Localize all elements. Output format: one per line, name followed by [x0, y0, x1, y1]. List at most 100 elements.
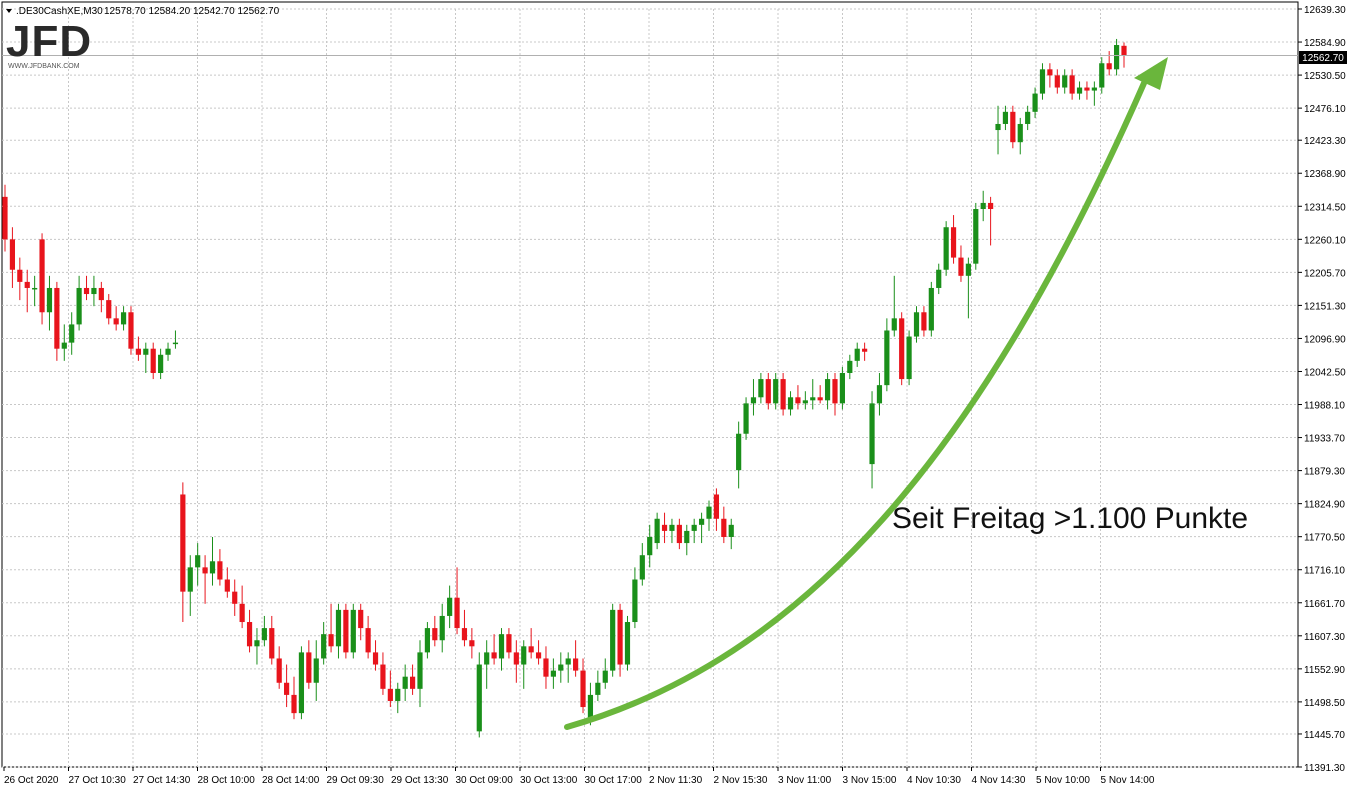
- y-tick-label: 11391.30: [1304, 763, 1345, 774]
- y-tick-label: 11607.30: [1304, 632, 1345, 643]
- candle: [810, 379, 816, 410]
- candle: [936, 263, 942, 295]
- y-tick-label: 12151.30: [1304, 301, 1346, 312]
- candle-body: [1039, 69, 1046, 94]
- candle: [535, 640, 542, 665]
- x-tick-label: 4 Nov 14:30: [972, 775, 1026, 786]
- candle-body: [469, 640, 475, 647]
- candle: [854, 342, 860, 367]
- candle: [602, 658, 608, 689]
- y-tick-label: 11661.70: [1304, 599, 1345, 610]
- candle: [135, 336, 141, 361]
- candle-body: [1084, 87, 1090, 91]
- y-tick-label: 11498.50: [1304, 698, 1345, 709]
- candle: [647, 524, 653, 568]
- ohlc-values: 12578.70 12584.20 12542.70 12562.70: [104, 6, 280, 17]
- x-tick-label: 29 Oct 13:30: [391, 775, 449, 786]
- candle: [1002, 105, 1009, 131]
- candle-body: [269, 628, 275, 659]
- candle: [995, 105, 1001, 155]
- dropdown-triangle-icon[interactable]: [6, 9, 12, 13]
- candle: [1047, 63, 1053, 88]
- candle-body: [1099, 63, 1105, 88]
- candle: [1032, 87, 1038, 118]
- candle-body: [1069, 75, 1075, 94]
- candle-body: [773, 379, 779, 404]
- candle-body: [254, 640, 260, 647]
- candle-body: [1054, 75, 1060, 88]
- y-tick-label: 11988.10: [1304, 401, 1345, 412]
- current-price-badge: [1299, 51, 1347, 64]
- candle: [543, 646, 549, 689]
- candle: [1106, 51, 1112, 76]
- candle-body: [261, 628, 267, 641]
- candle: [765, 372, 771, 410]
- candle: [61, 324, 67, 361]
- candle-body: [743, 403, 749, 434]
- candle-body: [150, 348, 156, 373]
- candle: [432, 615, 438, 647]
- candle-body: [587, 694, 594, 720]
- candle: [202, 555, 208, 604]
- candle-body: [780, 379, 786, 410]
- x-tick-label: 27 Oct 10:30: [69, 775, 127, 786]
- candle-body: [965, 263, 971, 276]
- trend-arrow-shaft: [564, 71, 1151, 730]
- candle-series: [2, 38, 1127, 738]
- candle-body: [876, 385, 883, 404]
- candle-body: [973, 209, 979, 264]
- candle-body: [765, 379, 771, 404]
- candle-body: [91, 287, 97, 295]
- candle-body: [476, 664, 482, 732]
- y-tick-label: 12476.10: [1304, 104, 1346, 115]
- y-tick-label: 12423.30: [1304, 136, 1346, 147]
- candle-body: [565, 658, 571, 665]
- candle: [106, 294, 112, 325]
- candle: [276, 646, 282, 689]
- candle: [958, 245, 964, 282]
- x-tick-label: 2 Nov 11:30: [649, 775, 703, 786]
- candle-body: [610, 609, 616, 671]
- candle-body: [817, 397, 823, 401]
- candle-body: [1010, 111, 1016, 143]
- candle: [17, 257, 23, 301]
- candle-body: [699, 518, 705, 525]
- candle-body: [824, 379, 831, 401]
- y-tick-label: 12584.90: [1304, 38, 1346, 49]
- candle: [343, 603, 349, 659]
- candle-body: [1032, 93, 1038, 112]
- logo-url: WWW.JFDBANK.COM: [8, 63, 80, 70]
- candle: [610, 603, 616, 677]
- candle: [943, 221, 949, 276]
- trend-arrow: [564, 57, 1168, 730]
- candle-body: [209, 561, 216, 574]
- candle-body: [928, 287, 934, 331]
- candle-body: [1113, 45, 1120, 70]
- candle-body: [135, 348, 141, 355]
- candle: [817, 385, 823, 404]
- candle-body: [298, 652, 305, 714]
- candle-body: [461, 628, 468, 641]
- candle-body: [1091, 87, 1097, 91]
- candle: [728, 518, 734, 550]
- candle-body: [706, 506, 712, 519]
- candle-body: [521, 646, 527, 665]
- candle: [869, 391, 875, 489]
- candle: [417, 640, 423, 708]
- x-tick-label: 30 Oct 09:00: [456, 775, 514, 786]
- candle-body: [224, 579, 230, 592]
- candle-body: [654, 518, 660, 544]
- candle-body: [128, 312, 134, 349]
- candle: [884, 318, 890, 392]
- candle: [1113, 38, 1120, 76]
- candle-body: [276, 658, 282, 683]
- candle-body: [358, 609, 364, 629]
- candle-body: [409, 676, 416, 689]
- candle: [1076, 81, 1083, 100]
- candle: [358, 603, 364, 641]
- candle: [795, 385, 801, 410]
- y-tick-label: 12368.90: [1304, 169, 1346, 180]
- candle: [913, 306, 920, 343]
- candle: [439, 603, 445, 653]
